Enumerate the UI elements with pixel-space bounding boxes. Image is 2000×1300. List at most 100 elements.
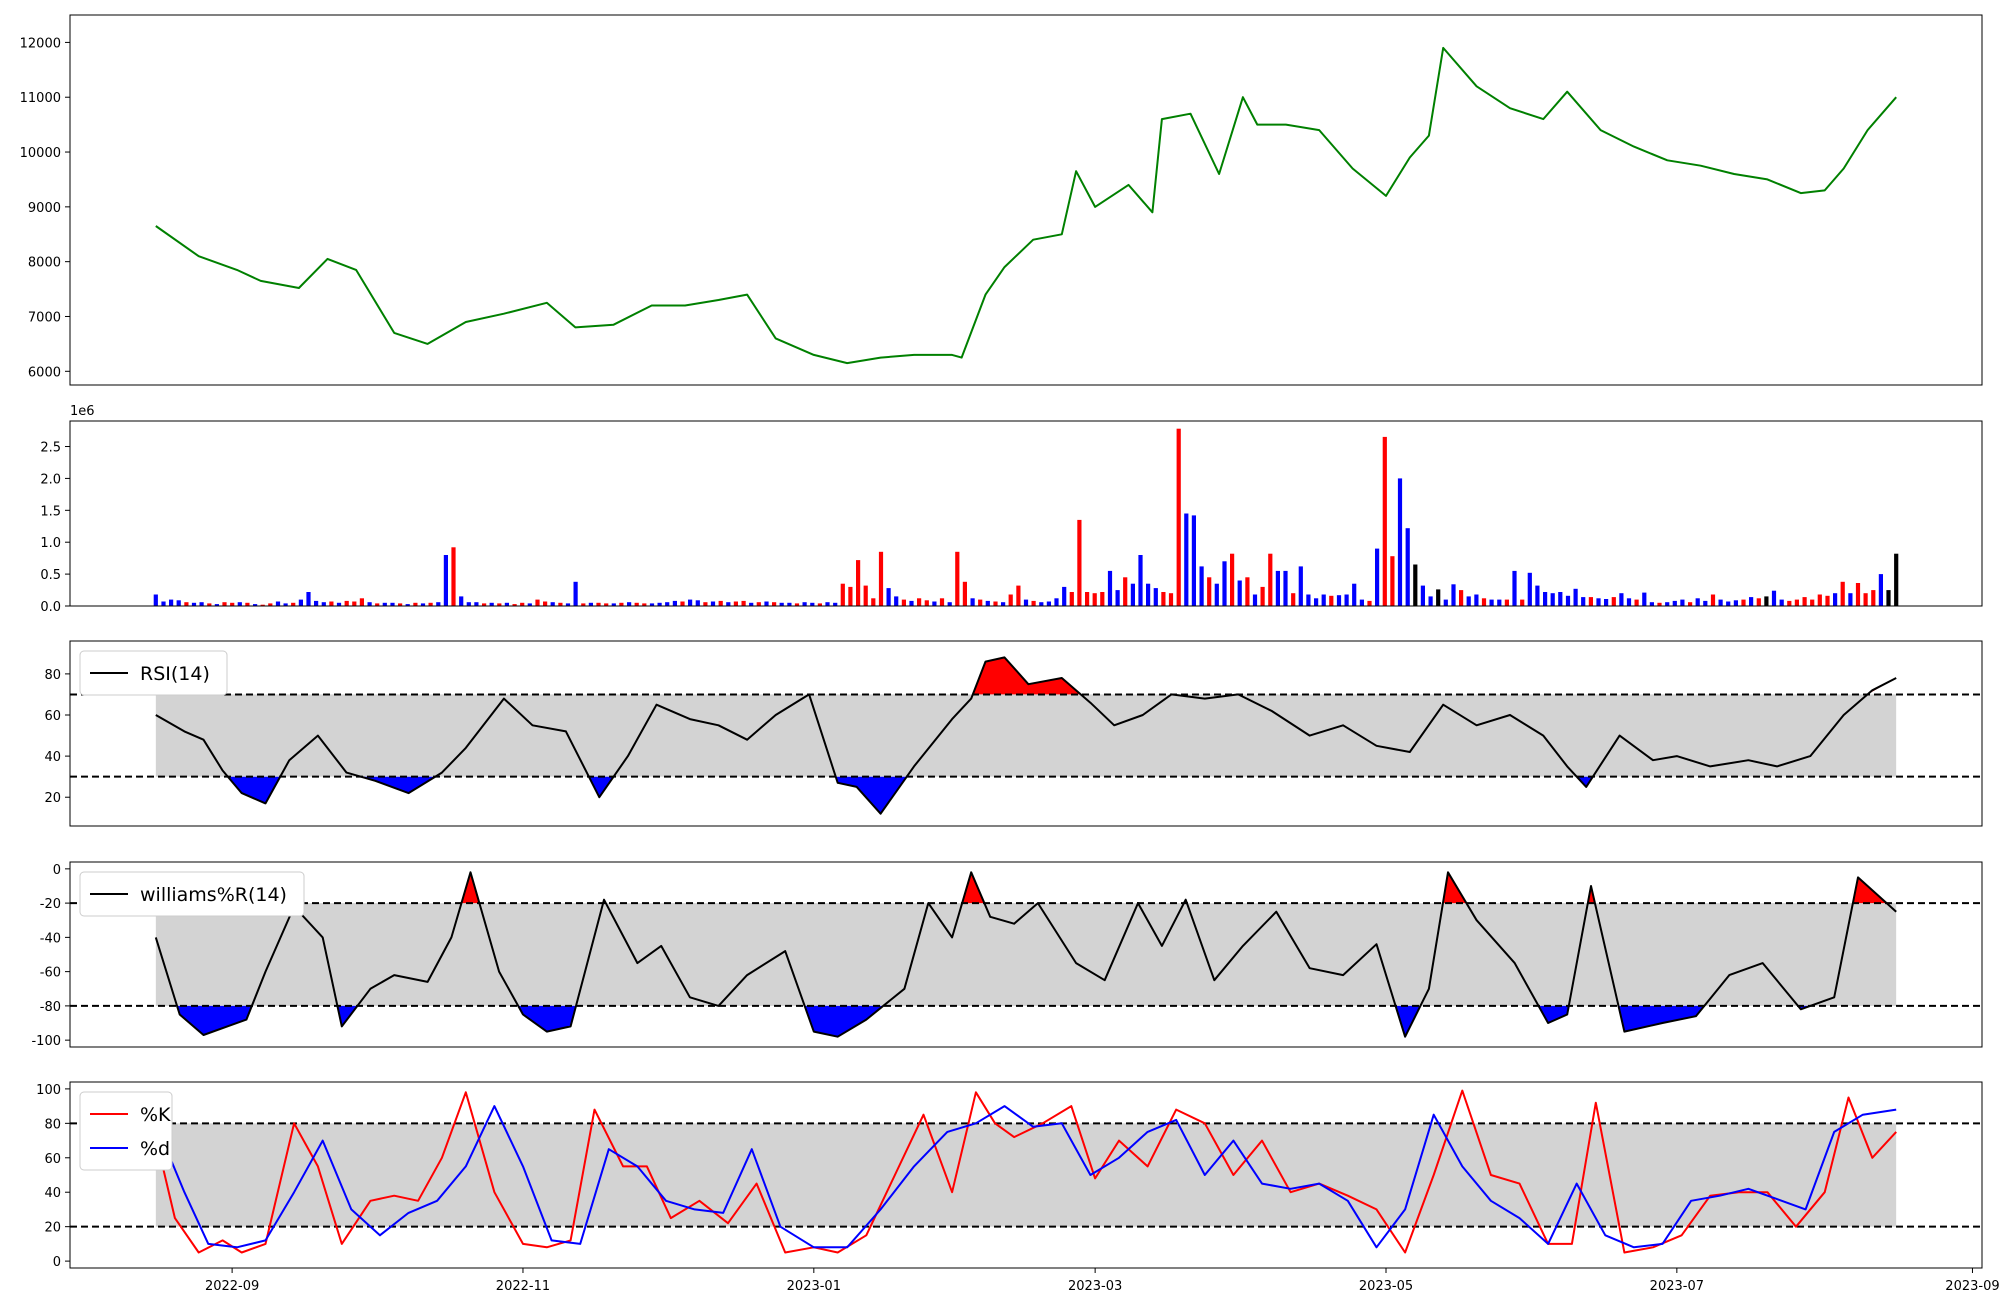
- volume-bar: [268, 603, 273, 606]
- volume-bar: [1352, 583, 1357, 606]
- volume-bar: [359, 598, 364, 606]
- volume-bar: [1054, 598, 1059, 606]
- volume-bar: [604, 603, 609, 606]
- volume-bar: [1481, 598, 1487, 606]
- volume-bar: [428, 602, 433, 606]
- volume-bar: [1390, 556, 1395, 606]
- williams-oversold-area: [518, 1005, 577, 1032]
- volume-bar: [1329, 595, 1334, 606]
- volume-bar: [642, 603, 647, 606]
- volume-bar: [726, 602, 731, 606]
- volume-bar: [1291, 593, 1296, 606]
- volume-bar: [665, 602, 670, 606]
- volume-bar: [649, 603, 655, 606]
- williams-ytick-label: -40: [40, 931, 61, 946]
- volume-bar: [535, 599, 540, 606]
- williams-frame: [69, 861, 1983, 1048]
- volume-bar: [909, 600, 914, 606]
- volume-bar: [1642, 592, 1647, 606]
- volume-bar: [459, 596, 464, 606]
- price-line: [155, 46, 1897, 365]
- x-tick-label: 2022-09: [205, 1279, 259, 1294]
- volume-bar: [176, 600, 181, 606]
- williams-overbought-area: [962, 872, 985, 904]
- volume-bar: [1428, 596, 1433, 606]
- volume-bar: [1771, 590, 1777, 606]
- volume-bar: [619, 602, 624, 606]
- volume-bar: [917, 598, 922, 606]
- volume-bar: [1497, 599, 1502, 606]
- volume-bar: [1466, 596, 1471, 606]
- volume-bar: [336, 602, 342, 606]
- volume-bar: [1168, 593, 1174, 606]
- x-tick-label: 2023-01: [787, 1279, 841, 1294]
- volume-bar: [1085, 592, 1090, 606]
- volume-bar: [1710, 594, 1716, 606]
- volume-bar: [314, 600, 319, 606]
- volume-bar: [382, 602, 387, 606]
- williams-ytick-label: -20: [40, 897, 61, 912]
- stochastic-frame: [69, 1081, 1983, 1269]
- volume-bar: [550, 602, 555, 606]
- williams-oversold-area: [1395, 1005, 1421, 1037]
- volume-bar: [1527, 572, 1532, 606]
- volume-bar: [1314, 598, 1319, 606]
- price-panel: 6000 7000 8000 9000 10000 11000 12000: [20, 14, 1983, 386]
- volume-bar: [1474, 594, 1479, 606]
- volume-bar: [1283, 570, 1288, 606]
- volume-bar: [764, 601, 769, 606]
- volume-bar: [1588, 597, 1593, 606]
- rsi-ytick-label: 40: [44, 750, 61, 765]
- volume-bar: [489, 602, 494, 606]
- stochastic-legend-label: %d: [140, 1138, 170, 1160]
- volume-bar: [275, 601, 281, 606]
- williams-oversold-area: [1618, 1005, 1705, 1032]
- volume-bar: [1581, 597, 1586, 606]
- volume-bar: [1023, 599, 1029, 606]
- volume-bar: [283, 603, 288, 606]
- volume-bar: [344, 600, 349, 606]
- volume-bar: [901, 599, 906, 606]
- volume-bar: [1535, 585, 1540, 606]
- volume-bar: [1565, 595, 1571, 606]
- volume-bar: [1672, 600, 1677, 606]
- volume-bar: [1245, 577, 1250, 606]
- volume-bar: [1001, 602, 1006, 606]
- volume-bar: [1138, 555, 1143, 606]
- volume-bar: [1077, 519, 1082, 606]
- volume-bar: [1550, 593, 1555, 606]
- volume-bar: [1695, 598, 1700, 606]
- volume-bar: [398, 603, 403, 606]
- volume-bar: [1878, 574, 1883, 606]
- rsi-oversold-area: [227, 776, 281, 804]
- volume-bar: [581, 603, 586, 606]
- volume-bar: [222, 602, 227, 606]
- x-tick-label: 2023-05: [1359, 1279, 1413, 1294]
- x-tick-label: 2023-03: [1068, 1279, 1122, 1294]
- volume-bar: [1336, 595, 1342, 606]
- volume-bar: [1543, 592, 1548, 606]
- volume-bar: [1596, 598, 1601, 606]
- stochastic-ytick-label: 100: [36, 1083, 61, 1098]
- volume-bar: [840, 583, 845, 606]
- volume-bar: [1703, 600, 1708, 606]
- volume-bar: [1604, 599, 1609, 606]
- volume-bar: [703, 602, 708, 606]
- volume-bar: [1764, 596, 1769, 606]
- price-ytick-label: 7000: [28, 310, 61, 325]
- volume-bar: [451, 547, 456, 606]
- volume-bar: [1512, 570, 1517, 606]
- volume-bar: [993, 601, 998, 606]
- volume-bar: [802, 602, 807, 606]
- volume-bar: [733, 601, 738, 606]
- volume-bar: [329, 601, 334, 606]
- volume-bar: [1115, 590, 1120, 606]
- volume-bar: [1802, 597, 1807, 606]
- volume-bar: [169, 599, 174, 606]
- volume-bar: [214, 604, 219, 606]
- price-ytick-label: 11000: [20, 91, 61, 106]
- rsi-legend: [79, 650, 228, 696]
- volume-bar: [611, 603, 616, 606]
- volume-bar: [1153, 588, 1158, 606]
- volume-bar: [199, 602, 204, 606]
